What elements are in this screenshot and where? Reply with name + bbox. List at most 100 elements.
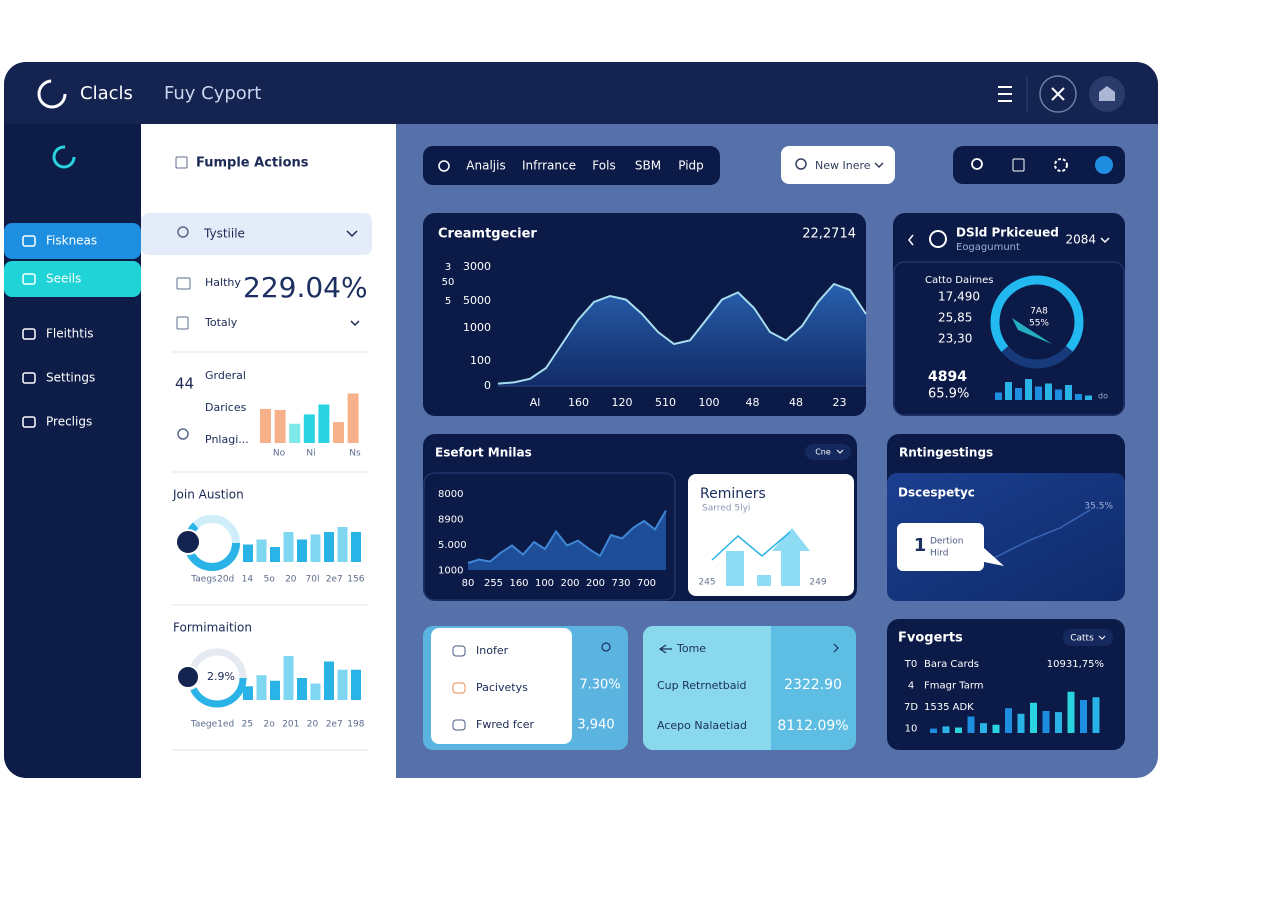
card-subtitle: Eogagumunt (956, 242, 1020, 253)
frame: Clacls Fuy Cyport Fiskneas Seeils Fleithtis S… (4, 62, 1158, 778)
donut-arc (187, 648, 247, 708)
x-tick-label: 120 (612, 396, 633, 409)
section-label: Grderal (205, 369, 246, 382)
bar (289, 423, 301, 443)
bar (1045, 383, 1052, 400)
nav-item: Precligs (46, 415, 92, 429)
side-logo (52, 145, 76, 169)
list-item: Fwred fcer (476, 718, 535, 731)
bar (757, 575, 771, 586)
bar (283, 656, 294, 700)
tab: SBM (635, 159, 661, 173)
dropdown-label: Tystiile (203, 227, 245, 241)
x-tick-label: 100 (535, 578, 554, 589)
tabs (423, 146, 720, 185)
bar (270, 680, 280, 700)
user-icon (177, 226, 189, 238)
row-value: 8112.09% (777, 718, 848, 734)
trend (989, 509, 1091, 561)
dropdown[interactable] (141, 213, 372, 255)
dropdown[interactable] (805, 444, 851, 460)
x-tick-label: 200 (586, 578, 605, 589)
row-index: 4 (908, 681, 914, 692)
percent: 65.9% (928, 387, 969, 402)
bar (347, 393, 359, 443)
donut-label: 2.9% (207, 670, 235, 683)
y-tick-label: 5.000 (438, 540, 467, 551)
card-subtitle: Dscespetyc (898, 486, 975, 500)
card-left-fill (700, 626, 771, 750)
tab-icon (438, 160, 450, 172)
bar (1092, 697, 1100, 733)
bar (967, 716, 975, 733)
bar (930, 728, 937, 733)
card-title: DSld Prkiceued (956, 226, 1059, 240)
row-index: T0 (904, 659, 917, 670)
chevron[interactable] (833, 643, 839, 653)
card-title: Creamtgecier (438, 227, 537, 242)
y-tick-label: 8900 (438, 515, 463, 526)
y-tick-label: 5000 (463, 294, 491, 307)
nav-icon (22, 235, 36, 247)
card-title: Fvogerts (898, 631, 963, 646)
back-icon (658, 644, 672, 654)
dropdown-label: Cne (815, 448, 831, 457)
bar (351, 532, 361, 562)
donut-center (176, 665, 200, 689)
dropdown[interactable] (1063, 629, 1113, 646)
bar (980, 723, 987, 733)
list-value: 23,30 (938, 332, 972, 346)
card-title: Rntingestings (899, 446, 993, 460)
y-tick-label: 1000 (463, 321, 491, 334)
icon (176, 277, 191, 290)
list-title: Catto Dairnes (925, 275, 994, 286)
bar (303, 414, 315, 443)
tab: Fols (592, 159, 615, 173)
bar (942, 726, 950, 733)
chevron (350, 320, 360, 327)
bar (1017, 713, 1025, 733)
bar (243, 544, 253, 562)
card-value: 10931,75% (1047, 659, 1104, 670)
header (4, 62, 1158, 124)
brand: Clacls (80, 83, 133, 104)
percent: 35.5% (1084, 502, 1113, 512)
bar (337, 527, 348, 562)
area (468, 510, 666, 570)
x-tick-label: 200 (560, 578, 579, 589)
row-label: Bara Cards (924, 659, 979, 670)
axis-label: 201 (282, 720, 299, 730)
bar (260, 408, 271, 443)
item-icon (452, 645, 466, 657)
tooltip-text: Hird (930, 549, 949, 559)
axis-label: 70l (306, 575, 320, 585)
x-tick-label: 160 (509, 578, 528, 589)
total: 4894 (928, 369, 967, 385)
tooltip-text: Dertion (930, 537, 963, 547)
stat-sublabel: Totaly (204, 316, 238, 329)
info-icon (1095, 156, 1113, 174)
nav-item-highlight[interactable] (4, 261, 141, 297)
section-label: Darices (205, 401, 247, 414)
bar (995, 392, 1002, 400)
bar (1042, 711, 1050, 733)
axis-label: 198 (347, 720, 364, 730)
line (467, 509, 667, 564)
page-title: Fuy Cyport (164, 83, 261, 104)
tooltip-number: 1 (914, 535, 927, 556)
trend (711, 531, 791, 561)
icon (1012, 158, 1025, 172)
search[interactable] (781, 146, 895, 184)
bar (324, 532, 334, 562)
bar (256, 675, 267, 700)
close-button[interactable] (1039, 75, 1077, 113)
back-icon[interactable] (908, 234, 914, 246)
inner-panel (423, 472, 676, 601)
tab: Pidp (678, 159, 704, 173)
axis-label: 14 (242, 575, 254, 585)
nav-item-active[interactable] (4, 223, 141, 259)
x-tick-label: 510 (655, 396, 676, 409)
row-label: Fmagr Tarm (924, 681, 984, 692)
donut-center (175, 529, 201, 555)
stat-label: Halthy (205, 276, 241, 289)
